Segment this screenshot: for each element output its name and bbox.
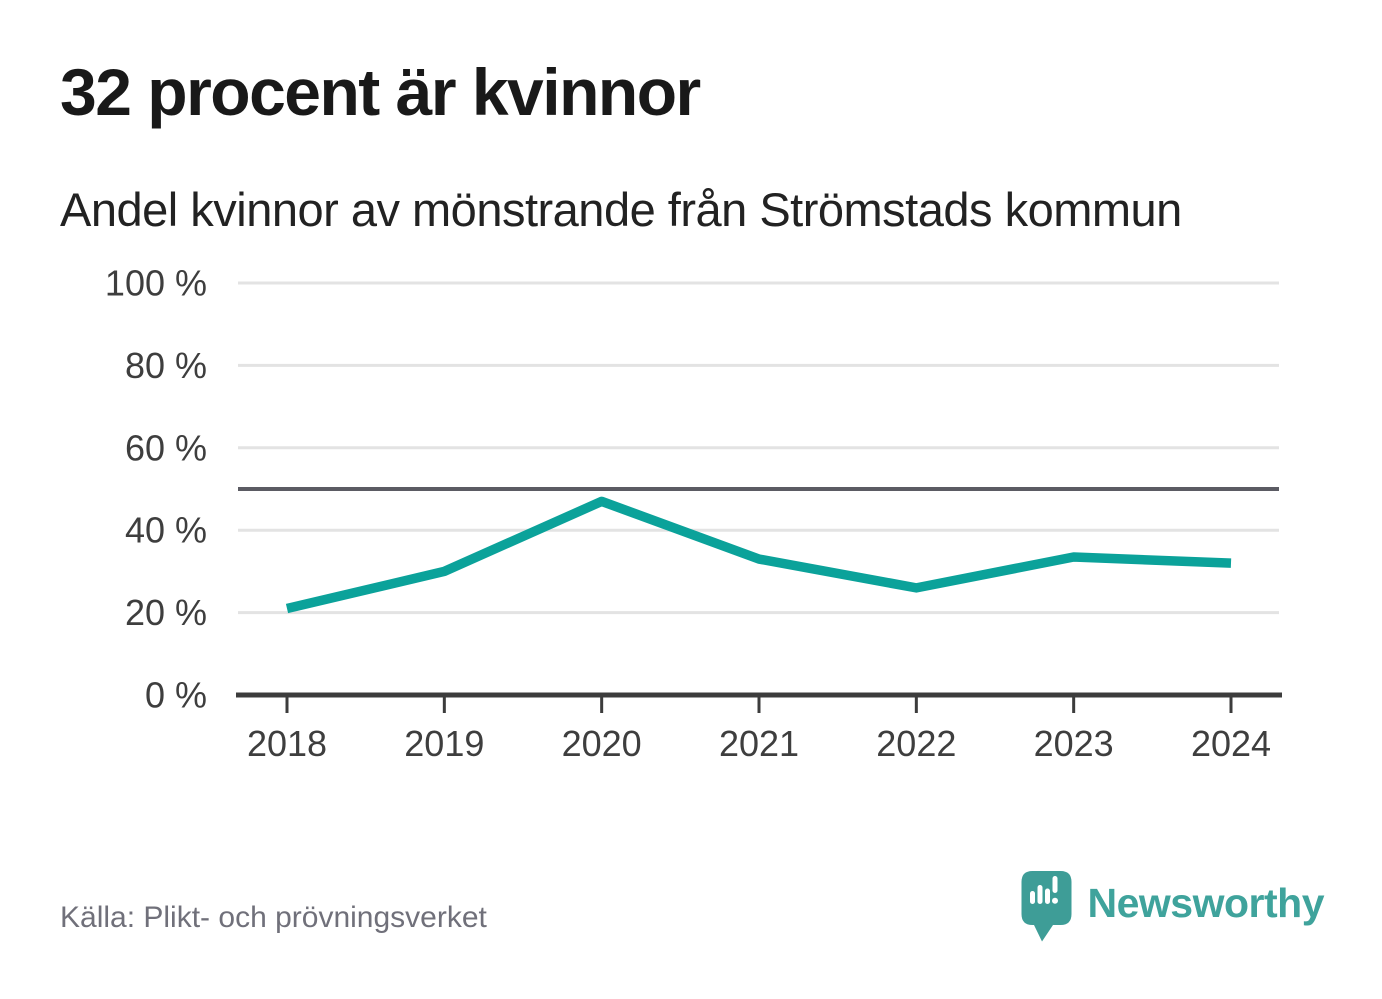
y-tick-label-40: 40 % — [125, 510, 207, 551]
x-tick-label-2020: 2020 — [562, 723, 642, 764]
newsworthy-logo: Newsworthy — [1021, 871, 1325, 945]
x-tick-label-2021: 2021 — [719, 723, 799, 764]
y-tick-label-100: 100 % — [105, 263, 207, 304]
data-line-andel-kvinnor-av-m-nstrande — [285, 496, 1232, 614]
x-tick-label-2018: 2018 — [247, 723, 327, 764]
chart-title: 32 procent är kvinnor — [60, 55, 701, 129]
x-tick-label-2023: 2023 — [1034, 723, 1114, 764]
x-tick-label-2022: 2022 — [876, 723, 956, 764]
y-tick-label-0: 0 % — [145, 675, 207, 716]
newsworthy-wordmark: Newsworthy — [1087, 880, 1325, 926]
y-tick-label-60: 60 % — [125, 427, 207, 468]
x-tick-label-2024: 2024 — [1191, 723, 1271, 764]
y-tick-label-20: 20 % — [125, 592, 207, 633]
newsworthy-speech-bubble-chart-icon — [1021, 871, 1072, 945]
source-caption: Källa: Plikt- och prövningsverket — [60, 901, 487, 934]
chart-subtitle: Andel kvinnor av mönstrande från Strömst… — [60, 183, 1182, 236]
x-tick-label-2019: 2019 — [404, 723, 484, 764]
y-tick-label-80: 80 % — [125, 345, 207, 386]
